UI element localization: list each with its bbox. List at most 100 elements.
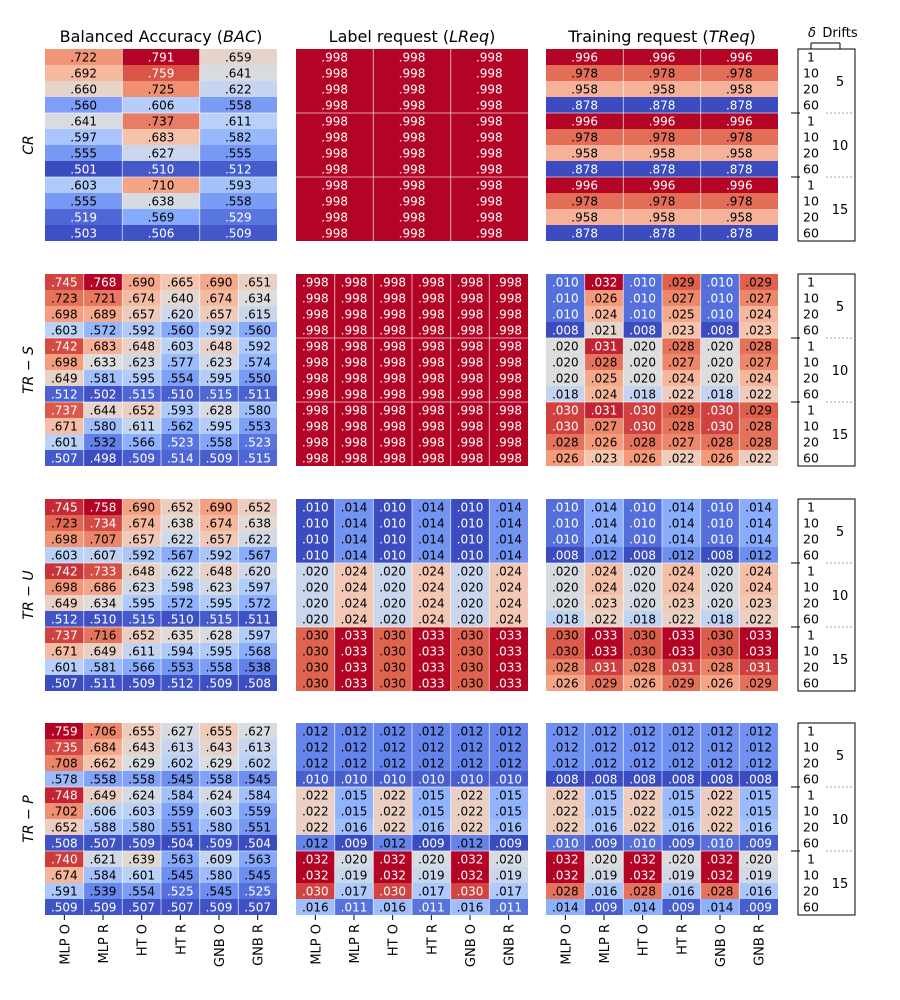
heatmap-cell [161, 402, 200, 418]
heatmap-cell [83, 563, 123, 579]
heatmap-cell [700, 835, 740, 851]
heatmap-cell [199, 113, 277, 129]
cell-value: .020 [379, 565, 406, 579]
cell-value: .504 [244, 837, 271, 851]
cell-value: .024 [418, 565, 445, 579]
heatmap-cell [296, 418, 335, 434]
heatmap-cell [296, 627, 335, 643]
cell-value: .508 [51, 837, 78, 851]
heatmap-cell [122, 306, 161, 322]
cell-value: .578 [51, 773, 78, 787]
heatmap-cell [83, 899, 123, 915]
cell-value: .014 [418, 517, 445, 531]
cell-value: .562 [167, 420, 194, 434]
heatmap-cell [45, 723, 84, 739]
heatmap-cell [450, 547, 490, 563]
drift-table-frame [797, 722, 856, 916]
heatmap-cell [546, 97, 624, 113]
cell-value: .702 [51, 805, 78, 819]
heatmap-cell [296, 49, 374, 65]
cell-value: .998 [418, 372, 445, 386]
heatmap-cell [584, 643, 624, 659]
heatmap-cell [334, 819, 374, 835]
heatmap-cell [546, 499, 585, 515]
heatmap-cell [334, 579, 374, 595]
heatmap-cell [238, 563, 277, 579]
cell-value: .018 [629, 388, 656, 402]
cell-value: .577 [167, 356, 194, 370]
heatmap-cell [122, 819, 161, 835]
cell-value: .560 [244, 324, 271, 338]
cell-value: .010 [552, 292, 579, 306]
cell-value: .998 [321, 227, 348, 241]
cell-value: .016 [341, 821, 368, 835]
heatmap-cell [334, 306, 374, 322]
heatmap-cell [296, 579, 335, 595]
heatmap-cell [412, 899, 451, 915]
heatmap-cell [83, 595, 123, 611]
heatmap-cell [739, 835, 778, 851]
cell-value: .028 [552, 885, 579, 899]
heatmap-cell [238, 659, 277, 675]
heatmap-cell [238, 418, 277, 434]
delta-value: 10 [803, 291, 819, 306]
cell-value: .026 [591, 436, 618, 450]
cell-value: .016 [668, 885, 695, 899]
heatmap-cell [700, 531, 740, 547]
cell-value: .019 [591, 869, 618, 883]
cell-value: .030 [552, 404, 579, 418]
cell-value: .010 [707, 517, 734, 531]
cell-value: .024 [495, 597, 522, 611]
heatmap-cell [489, 370, 528, 386]
cell-value: .008 [745, 773, 772, 787]
cell-value: .498 [90, 452, 117, 466]
heatmap-cell [122, 643, 161, 659]
cell-value: .033 [418, 629, 445, 643]
cell-value: .640 [167, 292, 194, 306]
heatmap-cell [161, 819, 200, 835]
heatmap-cell [122, 867, 161, 883]
cell-value: .012 [302, 757, 329, 771]
cell-value: .028 [552, 436, 579, 450]
cell-value: .020 [418, 853, 445, 867]
heatmap-cell [334, 547, 374, 563]
heatmap-cell [412, 803, 451, 819]
cell-value: .595 [206, 420, 233, 434]
heatmap-cell [238, 579, 277, 595]
cell-value: .624 [128, 789, 155, 803]
heatmap-cell [489, 274, 528, 290]
cell-value: .029 [745, 404, 772, 418]
heatmap-cell [450, 402, 490, 418]
cell-value: .958 [726, 147, 753, 161]
cell-value: .507 [51, 452, 78, 466]
cell-value: .030 [302, 629, 329, 643]
cell-value: .998 [379, 276, 406, 290]
cell-value: .504 [167, 837, 194, 851]
cell-value: .674 [51, 869, 78, 883]
heatmap-cell [623, 450, 662, 466]
x-tick-label: MLP R [97, 924, 112, 963]
heatmap-cell [546, 899, 585, 915]
cell-value: .512 [51, 388, 78, 402]
cell-value: .560 [167, 324, 194, 338]
heatmap-cell [122, 402, 161, 418]
cell-value: .601 [51, 661, 78, 675]
cell-value: .998 [341, 372, 368, 386]
cell-value: .022 [745, 452, 772, 466]
cell-value: .020 [668, 853, 695, 867]
cell-value: .674 [128, 292, 155, 306]
heatmap-cell [700, 274, 740, 290]
heatmap-cell [373, 739, 412, 755]
heatmap-cell [296, 354, 335, 370]
cell-value: .722 [70, 51, 97, 65]
cell-value: .655 [128, 725, 155, 739]
heatmap-cell [373, 370, 412, 386]
cell-value: .010 [707, 276, 734, 290]
cell-value: .657 [206, 533, 233, 547]
delta-value: 1 [807, 178, 815, 193]
cell-value: .022 [745, 388, 772, 402]
heatmap-cell [489, 563, 528, 579]
heatmap-cell [584, 370, 624, 386]
heatmap-cell [546, 851, 585, 867]
cell-value: .978 [571, 67, 598, 81]
